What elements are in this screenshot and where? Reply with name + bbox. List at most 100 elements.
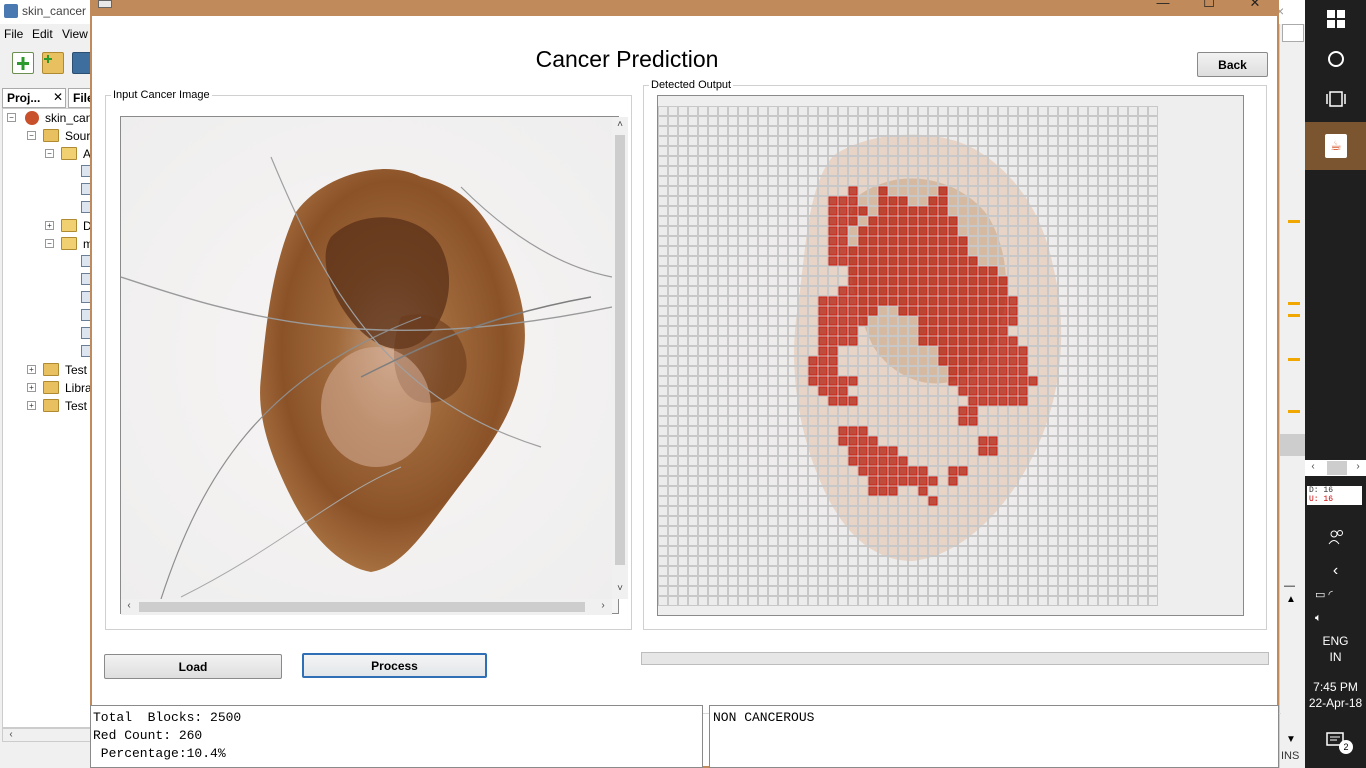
result-textarea[interactable]: NON CANCEROUS [709, 705, 1279, 768]
expand-icon[interactable]: + [45, 221, 54, 230]
error-marker[interactable] [1288, 220, 1300, 223]
collapse-icon[interactable]: − [27, 131, 36, 140]
tree-item-project[interactable]: skin_can [45, 111, 93, 125]
tree-item-libraries[interactable]: Libra [65, 381, 92, 395]
expand-icon[interactable]: + [27, 383, 36, 392]
detected-block [888, 476, 898, 486]
detected-block [868, 306, 878, 316]
detected-block [918, 256, 928, 266]
menu-file[interactable]: File [4, 27, 24, 41]
error-marker[interactable] [1288, 410, 1300, 413]
detected-block [978, 336, 988, 346]
scroll-up-icon[interactable]: ▲ [1286, 594, 1296, 605]
maximize-icon[interactable]: ☐ [1203, 0, 1215, 10]
package-icon [61, 237, 77, 250]
detected-block [858, 466, 868, 476]
scroll-left-icon[interactable]: ‹ [1311, 461, 1315, 472]
collapse-icon[interactable]: − [7, 113, 16, 122]
error-marker[interactable] [1288, 302, 1300, 305]
app-icon [98, 0, 112, 8]
detected-block [968, 366, 978, 376]
scroll-left-icon[interactable]: ‹ [9, 729, 13, 740]
language-indicator[interactable]: ENG IN [1305, 633, 1366, 665]
detected-block [958, 236, 968, 246]
java-icon: ☕ [1325, 134, 1347, 158]
tree-item-package[interactable]: D [83, 219, 92, 233]
scroll-up-icon[interactable]: ˄ [617, 119, 623, 130]
scroll-down-icon[interactable]: ▼ [1286, 734, 1296, 745]
tab-projects[interactable]: Proj... ✕ [2, 88, 66, 108]
close-icon[interactable]: ✕ [1249, 0, 1261, 10]
minimize-icon[interactable]: — [1156, 0, 1170, 10]
collapse-icon[interactable]: − [45, 239, 54, 248]
input-vertical-scrollbar[interactable]: ˄ ˅ [612, 117, 628, 599]
detected-block [888, 256, 898, 266]
detected-block [898, 226, 908, 236]
new-file-icon[interactable] [12, 52, 34, 74]
ide-right-gutter: — ▲ ▼ [1279, 24, 1306, 768]
detected-block [988, 346, 998, 356]
volume-icon[interactable]: 🔈︎ [1315, 612, 1322, 624]
cortana-icon[interactable] [1305, 50, 1366, 71]
scroll-thumb[interactable] [139, 602, 585, 612]
scroll-thumb[interactable] [1327, 461, 1347, 475]
taskbar-scrollbar[interactable]: ‹ › [1305, 460, 1366, 476]
detected-block [968, 256, 978, 266]
tree-item-test-packages[interactable]: Test [65, 363, 88, 377]
detected-block [938, 226, 948, 236]
tree-item-test-libraries[interactable]: Test [65, 399, 88, 413]
detected-block [968, 416, 978, 426]
back-button[interactable]: Back [1197, 52, 1268, 77]
task-view-icon[interactable] [1305, 90, 1366, 111]
detected-block [948, 476, 958, 486]
tree-item-package[interactable]: A [83, 147, 92, 161]
close-icon[interactable]: × [1276, 3, 1285, 19]
detected-block [908, 466, 918, 476]
open-project-icon[interactable] [72, 52, 92, 74]
detected-block [978, 316, 988, 326]
process-button[interactable]: Process [302, 653, 487, 678]
detected-block [828, 226, 838, 236]
collapse-icon[interactable]: − [45, 149, 54, 158]
detected-block [878, 206, 888, 216]
windows-start-icon[interactable] [1305, 10, 1366, 31]
tree-horizontal-scrollbar[interactable]: ‹ [2, 728, 95, 742]
expand-icon[interactable]: + [27, 401, 36, 410]
tab-files[interactable]: File [68, 88, 96, 108]
detected-block [998, 386, 1008, 396]
scroll-thumb[interactable] [615, 135, 625, 565]
menu-view[interactable]: View [62, 27, 88, 41]
close-icon[interactable]: ✕ [53, 90, 64, 104]
scroll-down-icon[interactable]: ˅ [617, 583, 623, 594]
clock[interactable]: 7:45 PM 22-Apr-18 [1305, 679, 1366, 711]
notifications-icon[interactable]: 2 [1305, 730, 1366, 755]
load-button[interactable]: Load [104, 654, 282, 679]
chevron-left-icon[interactable]: ‹ [1332, 562, 1339, 579]
new-project-icon[interactable] [42, 52, 64, 74]
battery-icon[interactable]: ▭ ◜ [1315, 589, 1333, 601]
scroll-right-icon[interactable]: › [1356, 461, 1360, 472]
input-horizontal-scrollbar[interactable]: ‹ › [121, 599, 612, 615]
detected-block [868, 246, 878, 256]
detected-block [888, 296, 898, 306]
scroll-left-icon[interactable]: ‹ [127, 600, 131, 611]
minimize-icon[interactable]: — [1284, 580, 1295, 592]
detected-block [998, 316, 1008, 326]
detected-block [828, 296, 838, 306]
statistics-textarea[interactable]: Total Blocks: 2500 Red Count: 260 Percent… [90, 705, 703, 768]
error-marker[interactable] [1288, 314, 1300, 317]
detected-block [878, 276, 888, 286]
detected-block [968, 406, 978, 416]
expand-icon[interactable]: + [27, 365, 36, 374]
error-marker[interactable] [1288, 358, 1300, 361]
input-image-scrollpane[interactable]: ˄ ˅ ‹ › [120, 116, 628, 615]
tree-item-source[interactable]: Sour [65, 129, 91, 143]
gutter-scroll-thumb[interactable] [1280, 434, 1306, 456]
scroll-right-icon[interactable]: › [601, 600, 605, 611]
java-app-button[interactable]: ☕ [1305, 122, 1366, 170]
people-icon[interactable] [1305, 528, 1366, 549]
tree-item-package[interactable]: m [83, 237, 93, 251]
detected-block [888, 466, 898, 476]
menu-edit[interactable]: Edit [32, 27, 53, 41]
detected-block [998, 356, 1008, 366]
